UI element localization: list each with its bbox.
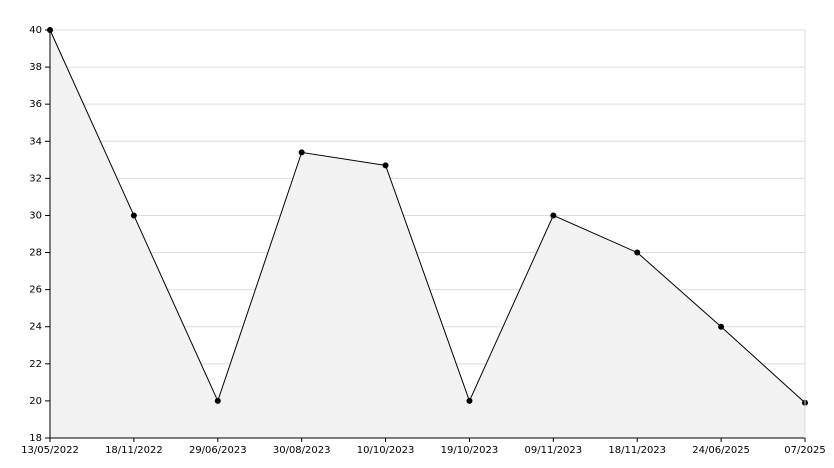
y-tick-label: 40 [29,25,42,36]
x-tick-label: 10/10/2023 [357,445,415,456]
y-tick-label: 32 [29,173,42,184]
point [466,397,473,404]
point [382,162,389,169]
y-tick-label: 26 [29,285,42,296]
x-tick-label: 13/05/2022 [21,445,79,456]
y-tick-label: 36 [29,99,42,110]
point [634,249,641,256]
y-tick-label: 18 [29,433,42,444]
x-tick-label: 30/08/2023 [273,445,331,456]
x-tick-label: 19/10/2023 [441,445,499,456]
point [214,397,221,404]
x-tick-label: 18/11/2023 [608,445,666,456]
y-tick-label: 20 [29,396,42,407]
x-tick-label: 07/2025 [784,445,826,456]
x-tick-label: 09/11/2023 [525,445,583,456]
y-tick-label: 38 [29,62,42,73]
y-tick-label: 22 [29,359,42,370]
x-tick-label: 29/06/2023 [189,445,247,456]
line [49,29,806,404]
point [550,212,557,219]
x-tick-label: 24/06/2025 [692,445,750,456]
y-tick-label: 28 [29,248,42,259]
y-tick-label: 24 [29,322,42,333]
point [718,323,725,330]
point [298,149,305,156]
y-tick-label: 34 [29,136,42,147]
area [50,30,805,438]
point [130,212,137,219]
y-tick-label: 30 [29,210,42,221]
x-tick-label: 18/11/2022 [105,445,163,456]
